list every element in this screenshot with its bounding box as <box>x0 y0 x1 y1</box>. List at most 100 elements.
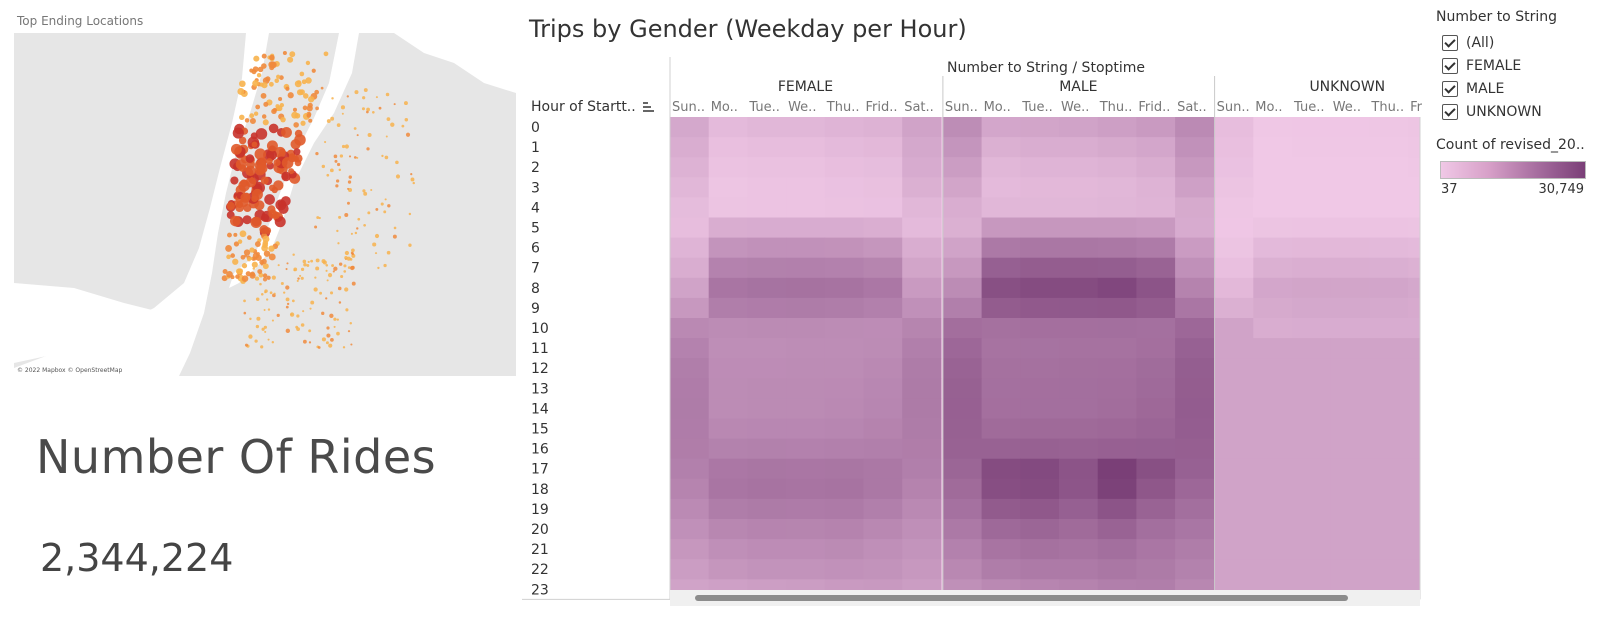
heatmap-cell[interactable] <box>1214 197 1254 218</box>
heatmap-cell[interactable] <box>1292 117 1332 138</box>
heatmap-cell[interactable] <box>1292 398 1332 419</box>
heatmap-cell[interactable] <box>1408 338 1420 359</box>
day-label[interactable]: Frid.. <box>866 100 898 115</box>
heatmap-cell[interactable] <box>747 498 787 520</box>
heatmap-cell[interactable] <box>670 277 710 299</box>
heatmap-cell[interactable] <box>1369 559 1409 580</box>
heatmap-cell[interactable] <box>1175 398 1215 419</box>
heatmap-cell[interactable] <box>902 117 942 138</box>
heatmap-cell[interactable] <box>1059 297 1099 319</box>
day-label[interactable]: Sun.. <box>672 100 705 115</box>
heatmap-cell[interactable] <box>747 358 787 379</box>
hour-label[interactable]: 10 <box>531 321 549 337</box>
heatmap-cell[interactable] <box>1330 137 1370 158</box>
heatmap-cell[interactable] <box>708 277 748 299</box>
heatmap-cell[interactable] <box>942 277 982 299</box>
heatmap-cell[interactable] <box>942 378 982 399</box>
heatmap-cell[interactable] <box>902 519 942 540</box>
heatmap-cell[interactable] <box>1214 398 1254 419</box>
heatmap-cell[interactable] <box>1369 157 1409 178</box>
heatmap-cell[interactable] <box>1020 117 1060 138</box>
heatmap-cell[interactable] <box>981 478 1021 500</box>
heatmap-cell[interactable] <box>824 539 864 560</box>
heatmap-cell[interactable] <box>1097 137 1137 158</box>
heatmap-cell[interactable] <box>902 157 942 178</box>
hour-label[interactable]: 8 <box>531 281 540 297</box>
heatmap-cell[interactable] <box>1214 519 1254 540</box>
heatmap-cell[interactable] <box>1020 539 1060 560</box>
heatmap-cell[interactable] <box>786 237 826 259</box>
heatmap-cell[interactable] <box>1175 137 1215 158</box>
heatmap-cell[interactable] <box>1175 338 1215 359</box>
heatmap-cell[interactable] <box>1136 277 1176 299</box>
heatmap-cell[interactable] <box>1253 378 1293 399</box>
heatmap-cell[interactable] <box>902 338 942 359</box>
heatmap-cell[interactable] <box>1059 358 1099 379</box>
heatmap-cell[interactable] <box>1097 318 1137 339</box>
heatmap-cell[interactable] <box>747 277 787 299</box>
heatmap-cell[interactable] <box>942 297 982 319</box>
heatmap-cell[interactable] <box>670 559 710 580</box>
heatmap-cell[interactable] <box>1253 438 1293 460</box>
heatmap-cell[interactable] <box>1020 418 1060 440</box>
heatmap-cell[interactable] <box>1214 318 1254 339</box>
heatmap-cell[interactable] <box>863 478 903 500</box>
heatmap-cell[interactable] <box>747 338 787 359</box>
heatmap-cell[interactable] <box>1330 157 1370 178</box>
heatmap-cell[interactable] <box>670 398 710 419</box>
heatmap-cell[interactable] <box>942 438 982 460</box>
heatmap-cell[interactable] <box>981 458 1021 480</box>
heatmap-cell[interactable] <box>786 257 826 279</box>
heatmap-cell[interactable] <box>1408 137 1420 158</box>
heatmap-cell[interactable] <box>863 217 903 239</box>
heatmap-cell[interactable] <box>1408 318 1420 339</box>
heatmap-cell[interactable] <box>1408 559 1420 580</box>
heatmap-cell[interactable] <box>942 157 982 178</box>
heatmap-cell[interactable] <box>1175 157 1215 178</box>
heatmap-cell[interactable] <box>824 197 864 218</box>
heatmap-cell[interactable] <box>863 117 903 138</box>
heatmap-cell[interactable] <box>981 237 1021 259</box>
heatmap-cell[interactable] <box>1136 358 1176 379</box>
heatmap-cell[interactable] <box>1330 237 1370 259</box>
heatmap-cell[interactable] <box>708 157 748 178</box>
heatmap-cell[interactable] <box>863 358 903 379</box>
heatmap-cell[interactable] <box>1175 297 1215 319</box>
heatmap-cell[interactable] <box>942 117 982 138</box>
heatmap-cell[interactable] <box>708 519 748 540</box>
heatmap-cell[interactable] <box>1175 197 1215 218</box>
heatmap-cell[interactable] <box>1097 157 1137 178</box>
heatmap-cell[interactable] <box>863 318 903 339</box>
heatmap-cell[interactable] <box>1253 358 1293 379</box>
heatmap-cell[interactable] <box>824 398 864 419</box>
heatmap-cell[interactable] <box>1408 458 1420 480</box>
heatmap-cell[interactable] <box>1097 378 1137 399</box>
heatmap-cell[interactable] <box>824 438 864 460</box>
heatmap-cell[interactable] <box>1369 297 1409 319</box>
heatmap-cell[interactable] <box>1330 418 1370 440</box>
heatmap-cell[interactable] <box>863 519 903 540</box>
heatmap-cell[interactable] <box>1369 137 1409 158</box>
heatmap-cell[interactable] <box>786 117 826 138</box>
heatmap-cell[interactable] <box>1214 458 1254 480</box>
heatmap-cell[interactable] <box>902 498 942 520</box>
heatmap-cell[interactable] <box>747 559 787 580</box>
day-label[interactable]: Tue.. <box>1021 100 1052 115</box>
heatmap-cell[interactable] <box>1408 438 1420 460</box>
hour-label[interactable]: 7 <box>531 261 540 277</box>
heatmap-cell[interactable] <box>1175 117 1215 138</box>
heatmap-cell[interactable] <box>1253 177 1293 198</box>
heatmap-cell[interactable] <box>786 277 826 299</box>
heatmap-cell[interactable] <box>1020 378 1060 399</box>
heatmap-cell[interactable] <box>1097 277 1137 299</box>
hour-label[interactable]: 6 <box>531 241 540 257</box>
heatmap-cell[interactable] <box>1097 117 1137 138</box>
heatmap-cell[interactable] <box>902 177 942 198</box>
heatmap-cell[interactable] <box>1330 398 1370 419</box>
heatmap-cell[interactable] <box>670 257 710 279</box>
heatmap-cell[interactable] <box>1253 257 1293 279</box>
heatmap-cell[interactable] <box>1020 478 1060 500</box>
filter-male-checkbox[interactable]: MALE <box>1442 79 1504 99</box>
heatmap-cell[interactable] <box>1136 478 1176 500</box>
hour-label[interactable]: 5 <box>531 221 540 237</box>
